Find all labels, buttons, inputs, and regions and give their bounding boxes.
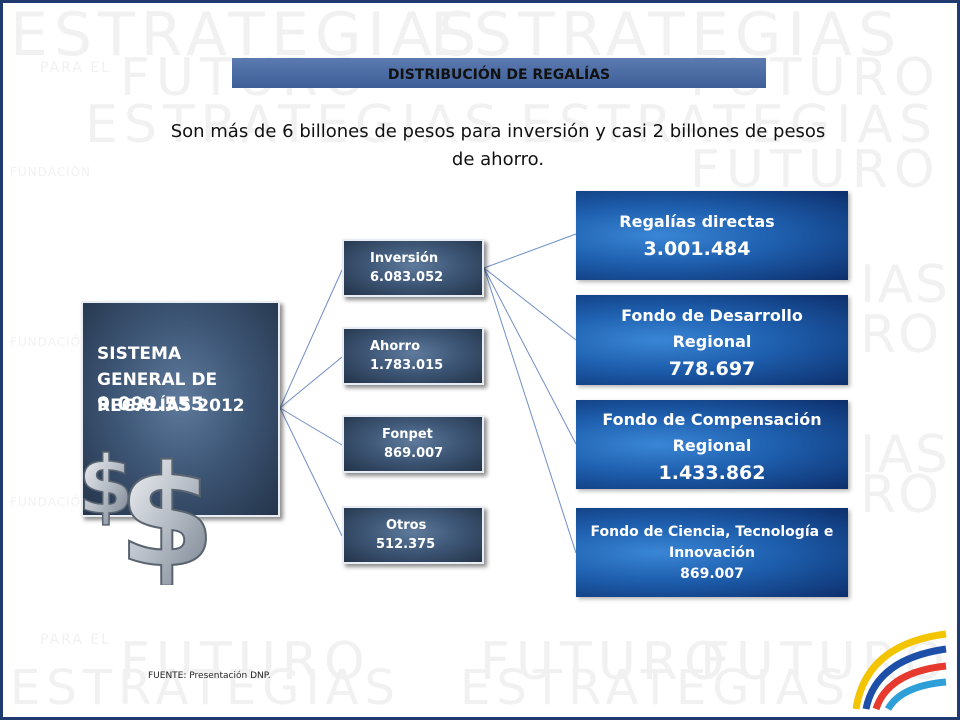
component-value: 512.375 bbox=[376, 537, 436, 552]
component-box-inversion: Inversión 6.083.052 bbox=[342, 239, 484, 297]
fund-box-desarrollo-regional: Fondo de Desarrollo Regional 778.697 bbox=[576, 295, 848, 385]
watermark-text: ESTRATEGIAS bbox=[10, 660, 401, 716]
connector-line bbox=[279, 269, 343, 409]
watermark-text: FUNDACIÓN bbox=[10, 165, 92, 179]
foundation-logo bbox=[852, 630, 947, 711]
component-value: 1.783.015 bbox=[370, 358, 444, 373]
component-label: Otros bbox=[386, 518, 427, 533]
fund-label: Fondo de Compensación Regional bbox=[602, 410, 822, 455]
sistema-general-box: SISTEMA GENERAL DE REGALÍAS 2012 9.099.5… bbox=[81, 301, 280, 517]
fund-label: Fondo de Desarrollo Regional bbox=[621, 306, 803, 351]
fund-value: 778.697 bbox=[668, 358, 756, 380]
watermark-text: FUTURO bbox=[690, 140, 941, 200]
component-label: Fonpet bbox=[382, 427, 433, 442]
fund-value: 3.001.484 bbox=[643, 238, 751, 260]
connector-line bbox=[483, 267, 577, 554]
watermark-text: PARA EL bbox=[40, 60, 111, 76]
watermark-text: FUNDACIÓN bbox=[10, 495, 92, 509]
component-value: 869.007 bbox=[384, 446, 444, 461]
sistema-value: 9.099.555 bbox=[97, 393, 204, 415]
fund-box-regalias-directas: Regalías directas 3.001.484 bbox=[576, 191, 848, 280]
watermark-text: ESTRATEGIAS bbox=[460, 660, 851, 716]
connector-line bbox=[279, 356, 343, 409]
watermark-text: IAS bbox=[860, 425, 950, 485]
title-banner: DISTRIBUCIÓN DE REGALÍAS bbox=[232, 58, 766, 88]
watermark-text: ESTRATEGIAS bbox=[85, 95, 504, 155]
watermark-text: FUTURO bbox=[480, 632, 731, 692]
component-value: 6.083.052 bbox=[370, 270, 444, 285]
connector-line bbox=[279, 407, 343, 537]
sistema-label: SISTEMA GENERAL DE REGALÍAS 2012 bbox=[97, 344, 245, 416]
intro-text: Son más de 6 billones de pesos para inve… bbox=[170, 121, 826, 170]
dollar-signs-icon: $ $ bbox=[78, 435, 216, 585]
connector-line bbox=[483, 267, 577, 445]
fund-value: 869.007 bbox=[680, 566, 744, 582]
watermark-text: RO bbox=[860, 305, 942, 365]
watermark-text: FUNDACIÓN bbox=[10, 335, 92, 349]
fund-box-compensacion-regional: Fondo de Compensación Regional 1.433.862 bbox=[576, 400, 848, 489]
component-box-ahorro: Ahorro 1.783.015 bbox=[342, 327, 484, 385]
component-label: Ahorro bbox=[370, 339, 421, 354]
watermark-text: ESTRATEGIAS bbox=[520, 95, 939, 155]
component-box-fonpet: Fonpet 869.007 bbox=[342, 415, 484, 473]
connector-line bbox=[483, 267, 577, 341]
watermark-text: FUTURO bbox=[120, 632, 371, 692]
fund-label: Regalías directas bbox=[619, 212, 775, 231]
svg-text:$: $ bbox=[118, 436, 215, 585]
component-label: Inversión bbox=[370, 251, 439, 266]
watermark-text: RO bbox=[860, 465, 942, 525]
connector-line bbox=[483, 233, 577, 269]
svg-text:$: $ bbox=[78, 439, 134, 532]
watermark-text: IAS bbox=[860, 255, 950, 315]
fund-label: Fondo de Ciencia, Tecnología e Innovació… bbox=[590, 524, 834, 561]
fund-value: 1.433.862 bbox=[658, 462, 766, 484]
connector-line bbox=[279, 407, 343, 446]
watermark-text: PARA EL bbox=[40, 632, 111, 648]
component-box-otros: Otros 512.375 bbox=[342, 506, 484, 564]
fund-box-ciencia-tecnologia: Fondo de Ciencia, Tecnología e Innovació… bbox=[576, 508, 848, 597]
source-note: FUENTE: Presentación DNP. bbox=[148, 671, 271, 681]
